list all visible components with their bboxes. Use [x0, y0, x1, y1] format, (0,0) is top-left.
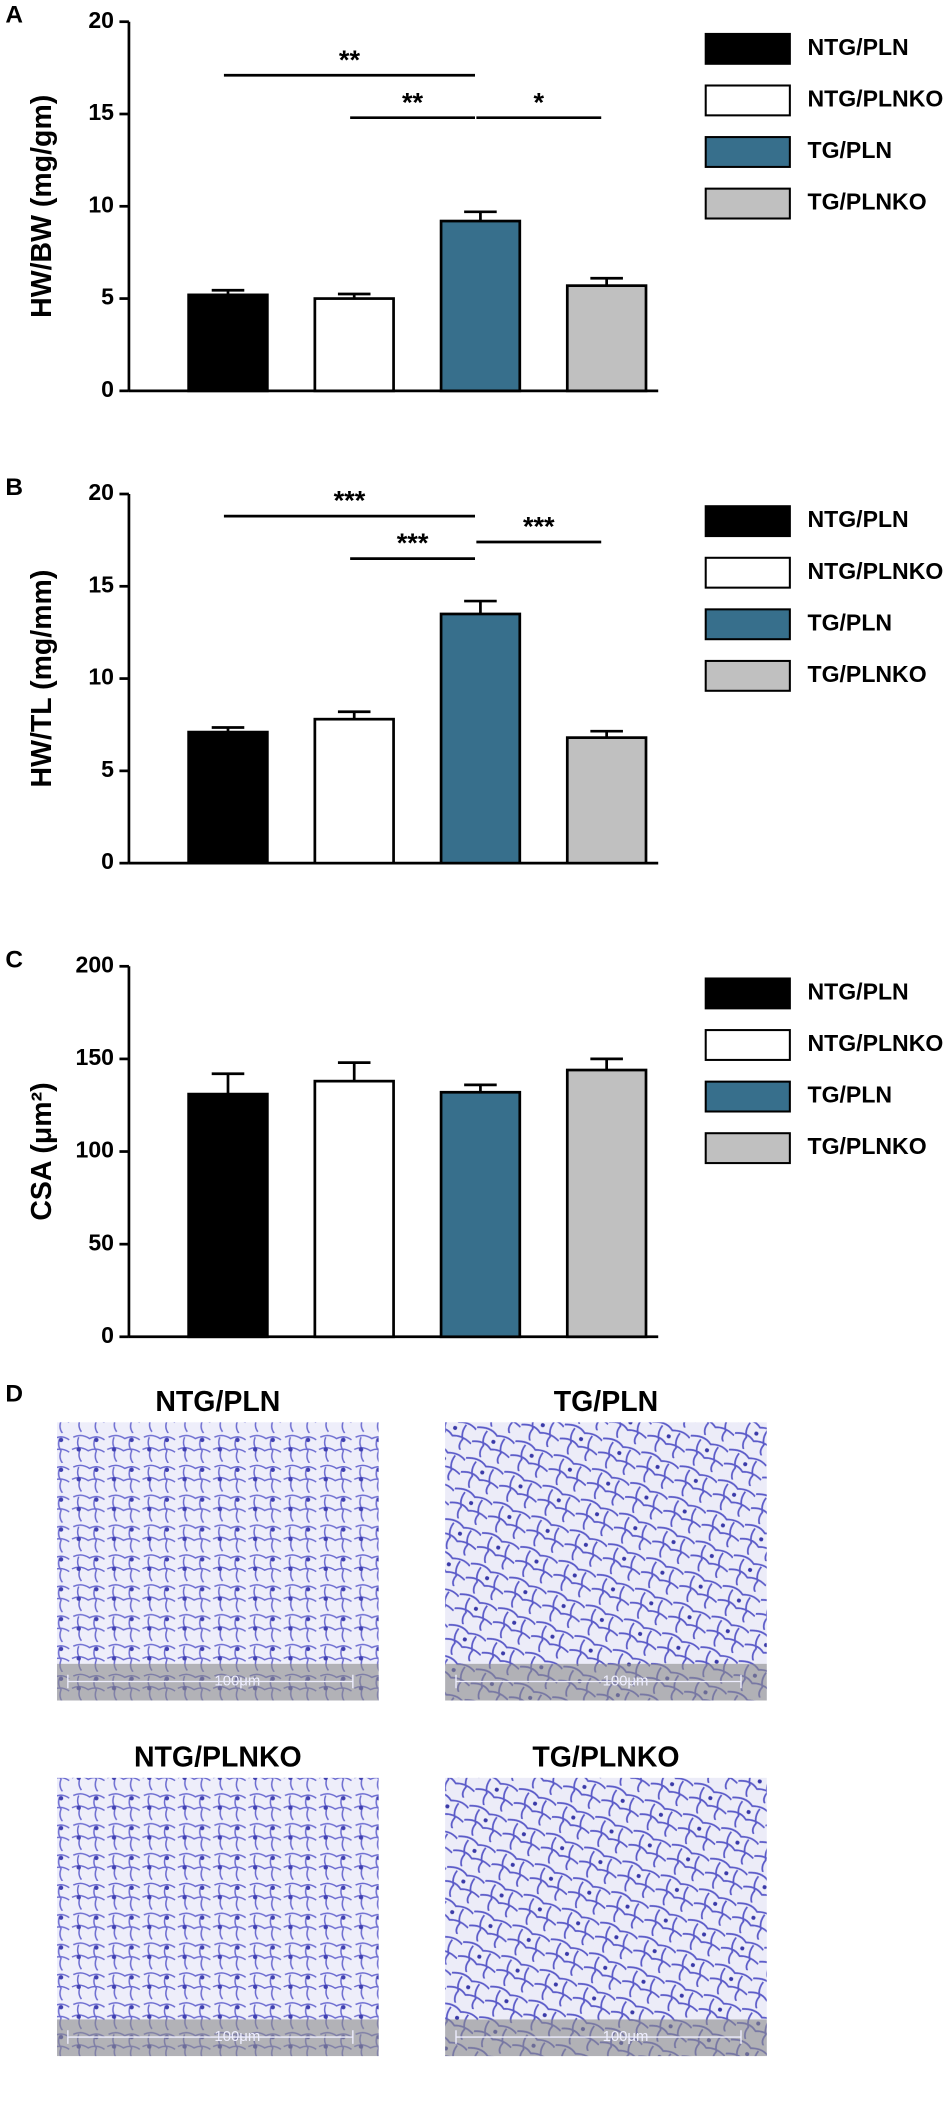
legend-swatch — [704, 187, 791, 220]
scale-bar — [67, 2030, 354, 2044]
y-axis-label: CSA (μm²) — [26, 1082, 58, 1220]
micrograph — [57, 1422, 379, 1701]
micrograph-title: NTG/PLN — [155, 1386, 280, 1418]
significance-label: * — [534, 86, 545, 117]
legend-swatch — [704, 136, 791, 168]
legend-label: TG/PLN — [808, 609, 893, 635]
y-tick-label: 15 — [88, 571, 114, 597]
bar — [313, 1079, 395, 1339]
legend-swatch — [704, 608, 791, 641]
scale-bar — [455, 2030, 742, 2044]
y-tick-label: 150 — [76, 1044, 114, 1070]
legend-label: TG/PLN — [808, 137, 893, 163]
panel-label: D — [5, 1381, 23, 1408]
legend-label: TG/PLNKO — [808, 661, 927, 687]
legend-label: NTG/PLN — [808, 979, 909, 1005]
micrograph — [445, 1777, 767, 2057]
y-tick-label: 15 — [88, 99, 114, 125]
panel-label: B — [5, 474, 23, 501]
y-tick-label: 50 — [88, 1229, 114, 1255]
bar — [439, 612, 522, 865]
significance-label: *** — [334, 485, 366, 516]
micrograph — [445, 1422, 767, 1701]
scale-label: 100μm — [603, 2028, 649, 2045]
error-bar — [211, 1072, 245, 1095]
legend-swatch — [704, 32, 791, 65]
legend-label: TG/PLNKO — [808, 1133, 927, 1159]
bar — [565, 736, 648, 865]
y-tick-label: 20 — [88, 479, 114, 505]
y-tick-label: 5 — [101, 284, 114, 310]
bar — [187, 293, 269, 393]
significance-label: *** — [523, 511, 555, 542]
micrograph-title: TG/PLN — [554, 1386, 658, 1418]
bar — [565, 284, 648, 393]
bar — [313, 717, 395, 865]
bar — [439, 1090, 522, 1339]
y-tick-label: 10 — [88, 191, 114, 217]
legend-swatch — [704, 1029, 791, 1061]
legend-label: NTG/PLN — [808, 34, 909, 60]
legend-swatch — [704, 1080, 791, 1113]
micrograph — [57, 1777, 379, 2057]
legend-label: NTG/PLNKO — [808, 1030, 944, 1056]
legend-swatch — [704, 556, 791, 589]
panel-label: C — [5, 946, 23, 973]
significance-label: ** — [402, 86, 424, 117]
legend-swatch — [704, 659, 791, 692]
error-bar — [464, 210, 497, 222]
legend-swatch — [704, 1132, 791, 1165]
legend-label: NTG/PLN — [808, 506, 909, 532]
bar — [439, 219, 522, 393]
error-bar — [464, 599, 497, 614]
legend-label: NTG/PLNKO — [808, 558, 944, 584]
panel-label: A — [5, 2, 23, 29]
significance-label: ** — [339, 44, 361, 75]
scale-label: 100μm — [214, 1672, 260, 1689]
legend-swatch — [704, 977, 791, 1010]
legend-swatch — [704, 84, 791, 117]
y-axis-label: HW/BW (mg/gm) — [26, 95, 58, 318]
legend-label: TG/PLNKO — [808, 189, 927, 215]
legend-label: TG/PLN — [808, 1082, 893, 1108]
error-bar — [590, 1057, 623, 1071]
y-tick-label: 5 — [101, 756, 114, 782]
micrograph-title: TG/PLNKO — [532, 1741, 679, 1773]
y-tick-label: 200 — [76, 951, 114, 977]
error-bar — [337, 1061, 371, 1082]
significance-label: *** — [397, 527, 429, 558]
bar — [187, 1092, 269, 1339]
bar — [313, 297, 395, 393]
y-tick-label: 0 — [101, 376, 114, 402]
y-tick-label: 10 — [88, 664, 114, 690]
legend-label: NTG/PLNKO — [808, 86, 944, 112]
y-tick-label: 100 — [76, 1137, 114, 1163]
scale-bar — [67, 1674, 354, 1689]
bar — [565, 1068, 648, 1339]
y-tick-label: 0 — [101, 1322, 114, 1348]
scale-label: 100μm — [214, 2028, 260, 2045]
legend-swatch — [704, 505, 791, 538]
scale-label: 100μm — [603, 1672, 649, 1689]
scale-bar — [455, 1674, 742, 1689]
y-tick-label: 0 — [101, 848, 114, 874]
y-tick-label: 20 — [88, 7, 114, 33]
bar — [187, 730, 269, 865]
y-axis-label: HW/TL (mg/mm) — [26, 570, 58, 788]
micrograph-title: NTG/PLNKO — [134, 1741, 302, 1773]
